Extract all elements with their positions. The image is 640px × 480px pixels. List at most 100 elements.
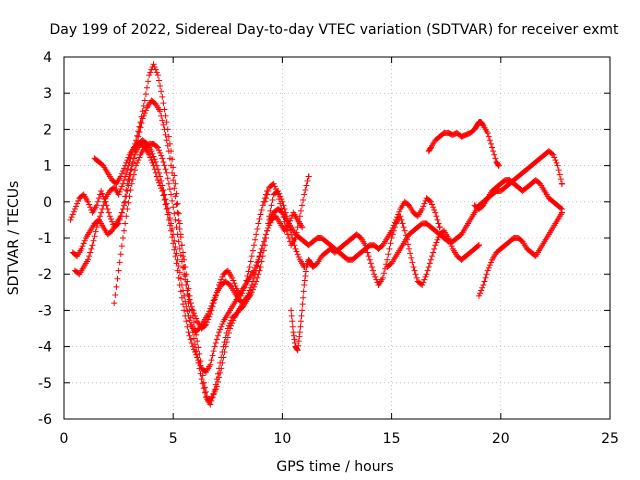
y-tick-label: -5: [38, 376, 52, 392]
data-point: [170, 177, 177, 184]
data-point: [201, 322, 208, 329]
data-point: [164, 126, 171, 133]
data-point: [100, 202, 107, 209]
data-point: [489, 144, 496, 151]
data-point: [160, 187, 167, 194]
data-point: [285, 235, 292, 241]
data-point: [117, 213, 124, 220]
data-point: [152, 66, 159, 73]
data-point: [219, 349, 226, 356]
data-series-1: [67, 140, 306, 375]
data-point: [231, 280, 238, 287]
data-point: [214, 370, 221, 377]
data-point: [90, 237, 97, 244]
data-point: [206, 313, 213, 320]
data-point: [176, 269, 183, 276]
data-point: [289, 323, 296, 330]
data-point: [161, 162, 168, 169]
data-point: [168, 191, 175, 198]
data-point: [216, 365, 223, 372]
data-point: [213, 336, 220, 343]
data-point: [189, 307, 196, 314]
data-point: [161, 106, 168, 113]
data-point: [147, 154, 154, 161]
data-point: [263, 195, 270, 202]
data-point: [86, 253, 93, 260]
data-point: [159, 187, 166, 194]
data-point: [94, 220, 101, 227]
data-point: [257, 211, 264, 218]
data-point: [490, 148, 497, 155]
data-point: [142, 107, 149, 114]
data-point: [148, 157, 155, 164]
data-point: [121, 202, 128, 209]
data-point: [182, 298, 189, 305]
data-point: [290, 332, 297, 339]
data-point: [186, 317, 193, 324]
data-point: [192, 312, 199, 319]
data-point: [93, 224, 100, 231]
data-point: [277, 200, 284, 207]
data-point: [208, 357, 215, 364]
data-point: [434, 216, 441, 223]
data-point: [264, 191, 271, 198]
data-point: [147, 69, 154, 76]
data-point: [186, 296, 193, 303]
data-point: [123, 169, 130, 176]
data-point: [259, 202, 266, 209]
data-point: [409, 259, 416, 266]
data-point: [170, 164, 177, 171]
data-point: [137, 124, 144, 131]
data-point: [219, 320, 226, 327]
data-point: [389, 225, 396, 232]
data-point: [160, 158, 167, 165]
data-point: [265, 220, 272, 227]
data-point: [256, 254, 263, 261]
data-point: [281, 206, 288, 213]
data-point: [88, 245, 95, 252]
data-point: [252, 271, 259, 278]
data-point: [94, 198, 101, 205]
data-point: [419, 282, 426, 289]
data-point: [232, 282, 239, 289]
data-point: [246, 287, 253, 294]
data-point: [207, 311, 214, 318]
data-point: [430, 249, 437, 256]
data-series-12: [471, 177, 565, 213]
y-axis-label: SDTVAR / TECUs: [6, 181, 22, 296]
data-point: [212, 292, 219, 299]
data-point: [121, 165, 128, 172]
data-point: [85, 256, 92, 263]
data-point: [404, 241, 411, 248]
data-point: [555, 167, 562, 174]
data-point: [263, 235, 270, 241]
data-point: [201, 389, 208, 396]
data-point: [161, 191, 168, 198]
data-point: [413, 274, 420, 281]
data-point: [68, 214, 75, 221]
data-point: [165, 133, 172, 140]
data-point: [550, 151, 557, 158]
data-point: [199, 380, 206, 387]
x-tick-label: 10: [273, 431, 291, 447]
data-point: [429, 253, 436, 260]
data-point: [288, 307, 295, 314]
data-point: [159, 117, 166, 124]
data-point: [295, 218, 302, 225]
y-tick-label: -1: [38, 231, 52, 247]
data-point: [271, 183, 278, 190]
data-point: [209, 394, 216, 401]
data-point: [141, 97, 148, 104]
data-point: [229, 274, 236, 281]
data-point: [162, 201, 169, 208]
data-point: [253, 262, 260, 269]
data-point: [207, 401, 214, 408]
data-point: [150, 61, 157, 68]
data-point: [246, 263, 253, 270]
data-point: [127, 187, 134, 194]
data-point: [122, 220, 129, 227]
data-point: [186, 332, 193, 339]
data-point: [157, 173, 164, 180]
data-point: [432, 242, 439, 249]
data-point: [124, 206, 131, 213]
